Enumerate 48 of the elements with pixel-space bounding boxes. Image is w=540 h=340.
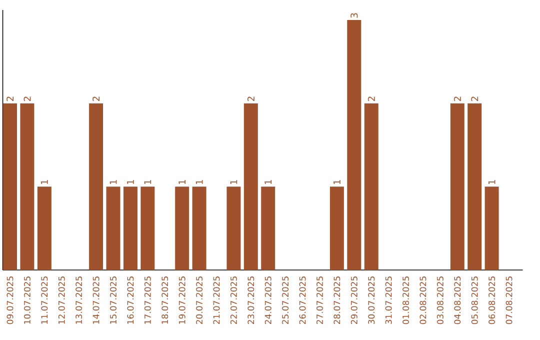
x-tick-label: 23.07.2025 [248,276,254,324]
x-tick-label: 12.07.2025 [58,276,65,324]
data-label: 1 [488,180,496,184]
x-tick-label: 11.07.2025 [41,276,48,324]
data-label: 3 [350,13,358,18]
x-tick-label: 31.07.2025 [385,276,392,324]
x-tick-label: 17.07.2025 [144,276,151,324]
data-label: 1 [264,180,272,184]
data-label: 1 [178,180,186,184]
data-label: 1 [144,180,152,184]
x-tick-label: 01.08.2025 [402,276,409,324]
x-tick-label: 15.07.2025 [110,276,116,324]
data-label: 1 [196,180,203,184]
x-tick-label: 24.07.2025 [264,276,272,324]
data-label: 2 [247,96,254,102]
x-tick-label: 04.08.2025 [454,276,461,324]
data-label: 1 [110,180,117,184]
x-tick-label: 27.07.2025 [316,276,323,324]
data-label: 1 [127,180,134,184]
x-tick-label: 18.07.2025 [162,276,168,324]
x-tick-label: 14.07.2025 [92,276,100,324]
x-tick-label: 10.07.2025 [24,276,30,324]
x-tick-label: 22.07.2025 [230,276,237,324]
x-tick-label: 20.07.2025 [196,276,203,324]
x-tick-label: 26.07.2025 [299,276,306,324]
data-label: 2 [471,96,478,102]
data-label: 2 [92,96,100,102]
x-tick-label: 13.07.2025 [76,276,82,324]
data-label: 1 [41,180,48,184]
data-label: 1 [230,180,238,184]
data-label: 2 [454,96,461,102]
x-tick-label: 02.08.2025 [420,276,426,324]
data-label: 2 [24,96,31,102]
x-tick-label: 29.07.2025 [350,276,358,324]
x-tick-label: 06.08.2025 [488,276,496,324]
x-tick-label: 19.07.2025 [178,276,186,324]
data-label: 2 [6,96,14,102]
x-tick-label: 09.07.2025 [6,276,14,324]
data-label: 2 [368,96,375,102]
x-tick-label: 28.07.2025 [334,276,340,324]
data-label: 1 [334,180,340,184]
x-tick-label: 16.07.2025 [127,276,134,324]
x-tick-label: 05.08.2025 [471,276,478,324]
x-tick-label: 07.08.2025 [506,276,512,324]
x-tick-label: 21.07.2025 [213,276,220,324]
x-tick-label: 30.07.2025 [368,276,375,324]
x-tick-label: 03.08.2025 [436,276,444,324]
x-tick-label: 25.07.2025 [282,276,289,324]
